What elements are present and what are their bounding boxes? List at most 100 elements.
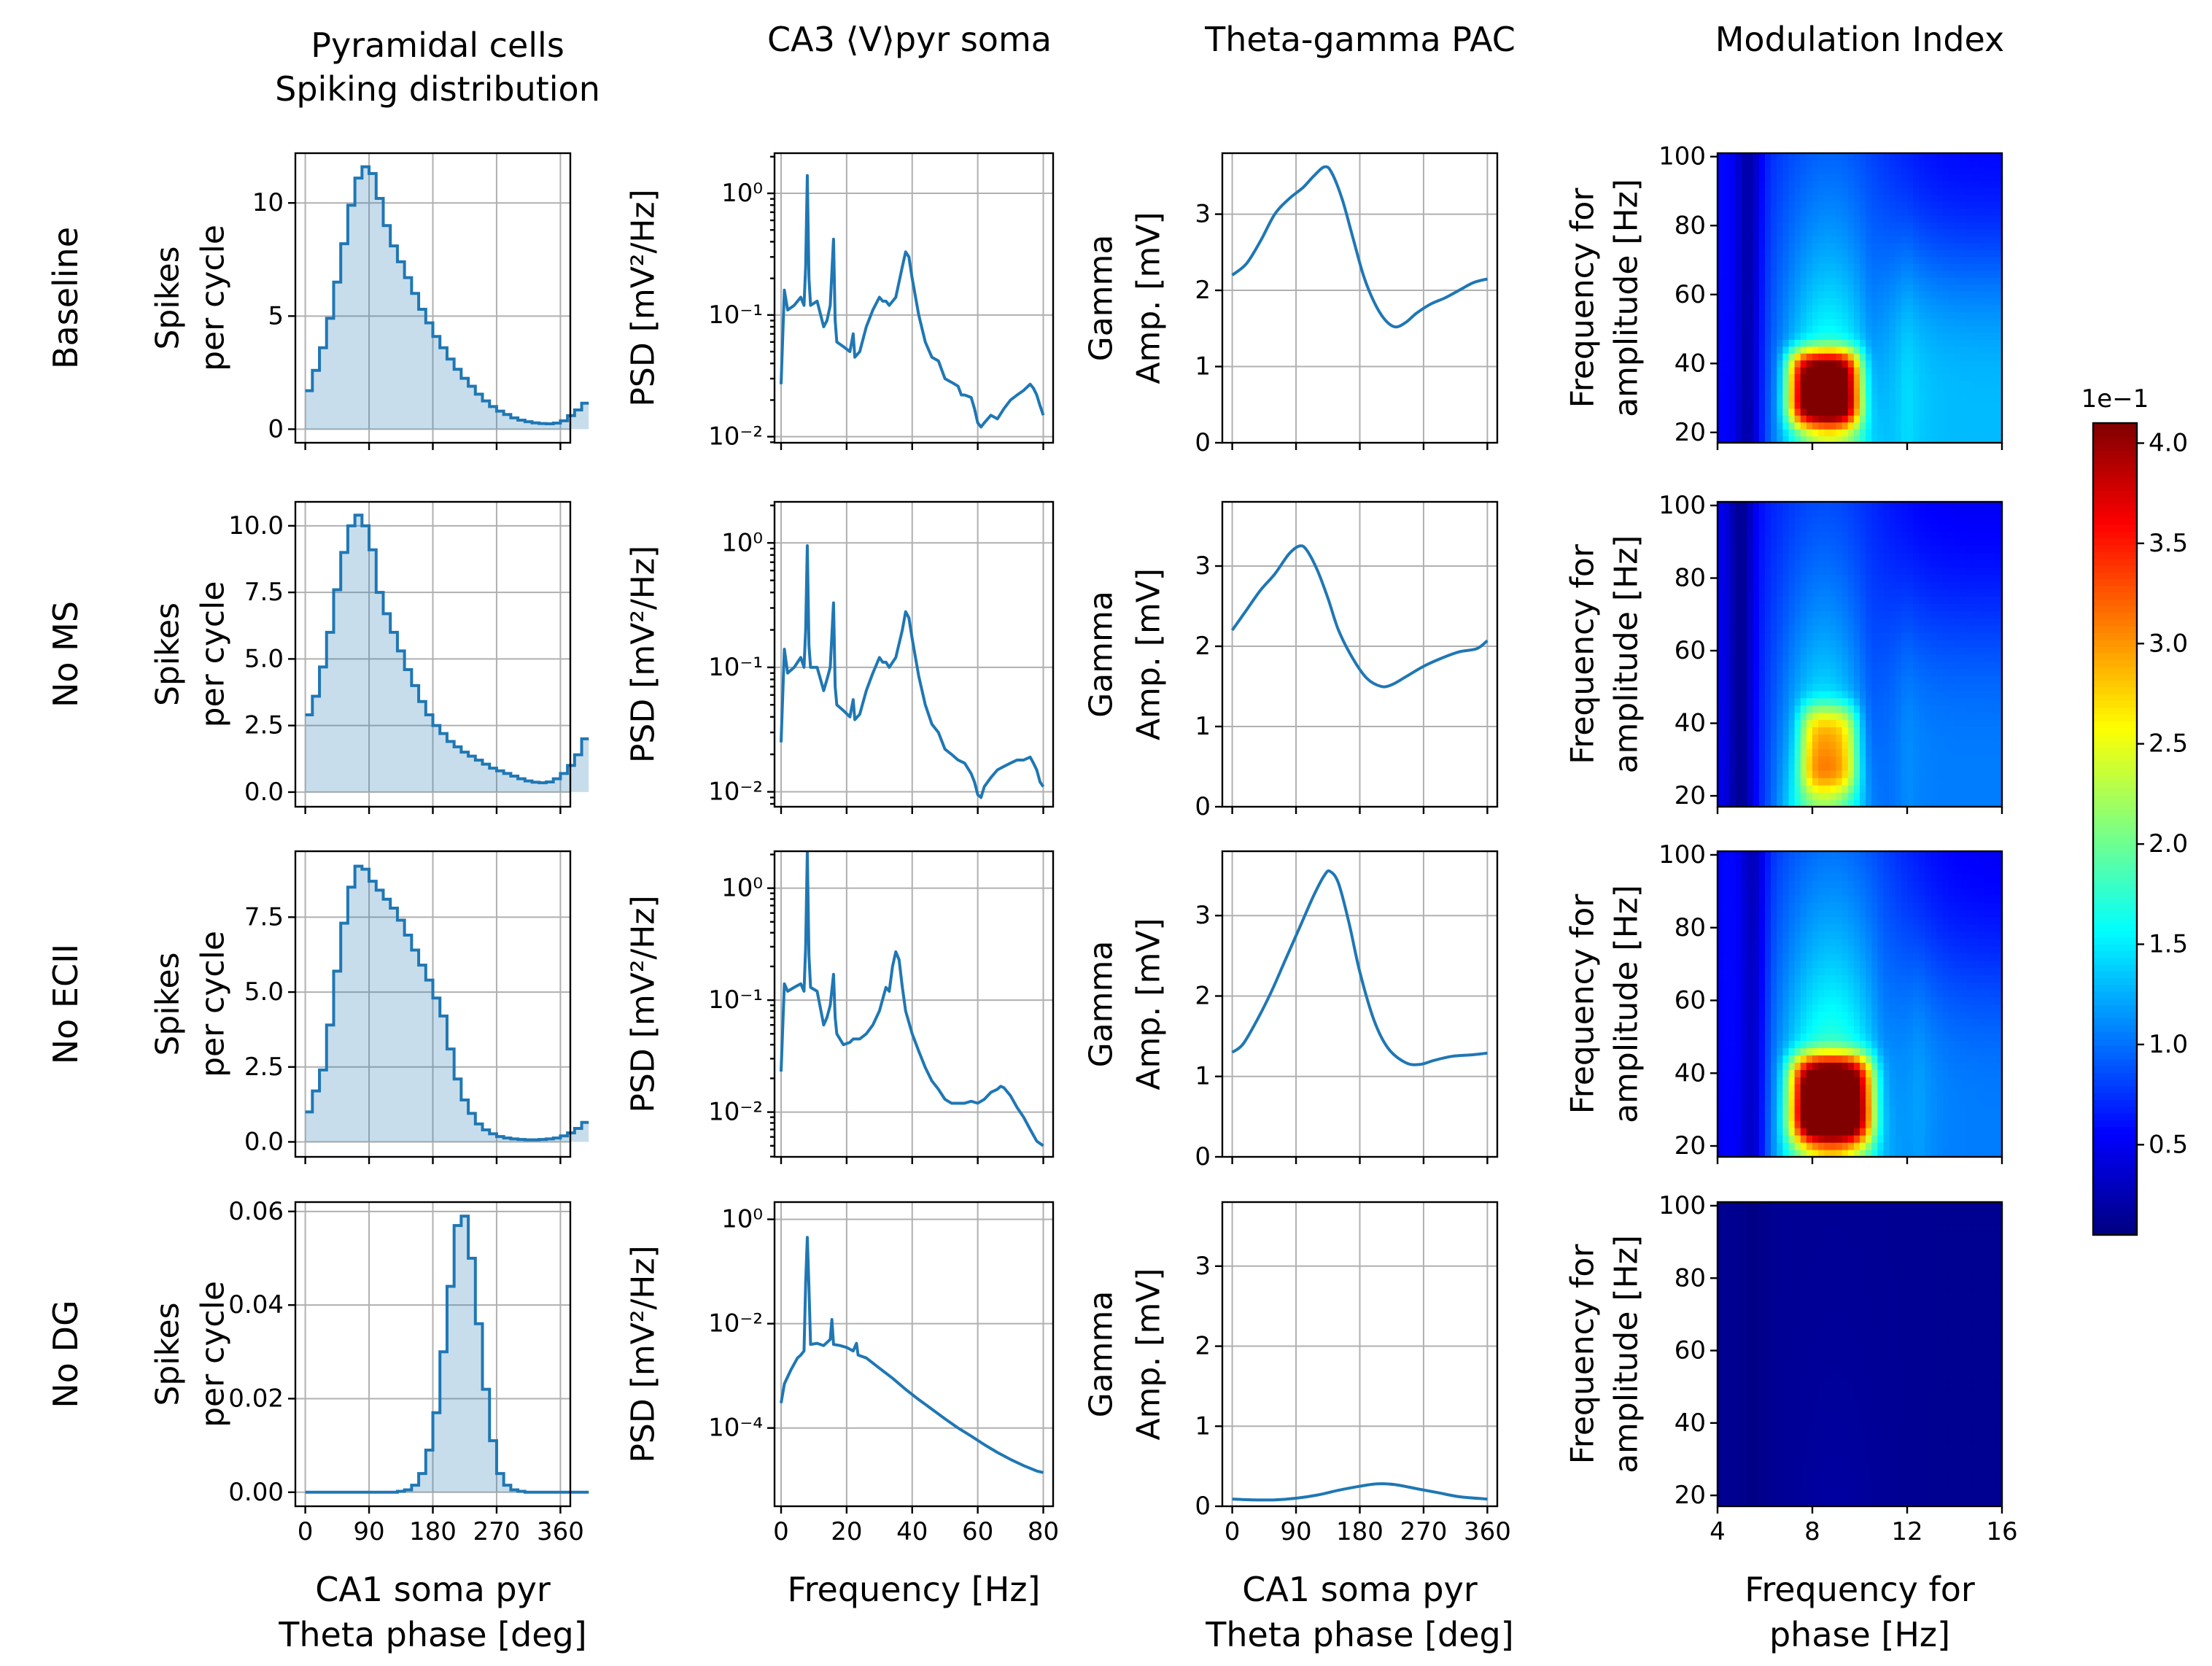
heatmap-cell — [1972, 325, 1979, 333]
heatmap-cell — [1824, 581, 1831, 590]
heatmap-cell — [1978, 284, 1985, 292]
heatmap-cell — [1936, 435, 1944, 443]
heatmap-cell — [1718, 675, 1724, 684]
heatmap-cell — [1788, 298, 1796, 306]
heatmap-cell — [1782, 236, 1790, 244]
heatmap-cell — [1788, 311, 1796, 319]
heatmap-cell — [1978, 690, 1985, 699]
heatmap-cell — [1794, 596, 1801, 604]
heatmap-cell — [1842, 778, 1849, 786]
row-label: No MS — [46, 601, 85, 708]
heatmap-cell — [1771, 792, 1777, 800]
heatmap-cell — [1771, 1033, 1777, 1041]
heatmap-cell — [1735, 339, 1742, 347]
heatmap-cell — [1818, 567, 1825, 576]
heatmap-cell — [1930, 332, 1938, 340]
heatmap-cell — [1729, 975, 1736, 983]
heatmap-cell — [1718, 778, 1724, 786]
heatmap-cell — [1972, 567, 1979, 576]
heatmap-cell — [1741, 360, 1748, 368]
heatmap-cell — [1936, 690, 1944, 699]
heatmap-cell — [1818, 589, 1825, 597]
heatmap-cell — [1753, 1062, 1760, 1070]
heatmap-cell — [1955, 380, 1961, 388]
heatmap-cell — [1995, 785, 2003, 793]
heatmap-cell — [1788, 1077, 1796, 1085]
heatmap-cell — [1782, 989, 1790, 998]
heatmap-cell — [1925, 625, 1932, 633]
heatmap-cell — [1723, 982, 1730, 991]
heatmap-cell — [1860, 727, 1866, 735]
y-tick-label: 60 — [1674, 280, 1706, 309]
heatmap-cell — [1842, 422, 1849, 430]
heatmap-cell — [1741, 325, 1748, 333]
heatmap-cell — [1729, 668, 1736, 677]
heatmap-cell — [1853, 387, 1860, 395]
heatmap-cell — [1942, 222, 1949, 230]
heatmap-cell — [1901, 318, 1908, 326]
heatmap-cell — [1936, 538, 1944, 546]
heatmap-cell — [1995, 559, 2003, 568]
heatmap-cell — [1765, 346, 1771, 354]
heatmap-cell — [1955, 256, 1961, 264]
heatmap-cell — [1842, 174, 1849, 182]
heatmap-cell — [1972, 387, 1979, 395]
heatmap-cell — [1777, 353, 1783, 361]
heatmap-cell — [1747, 160, 1754, 168]
heatmap-cell — [1913, 394, 1920, 402]
heatmap-cell — [1824, 291, 1831, 299]
heatmap-cell — [1972, 502, 1979, 510]
heatmap-cell — [1907, 661, 1914, 670]
heatmap-cell — [1812, 748, 1819, 756]
heatmap-cell — [1806, 373, 1813, 381]
heatmap-cell — [1966, 429, 1973, 437]
heatmap-cell — [1729, 727, 1736, 735]
heatmap-cell — [1866, 502, 1872, 510]
heatmap-cell — [1735, 996, 1742, 1005]
heatmap-cell — [1942, 545, 1949, 554]
heatmap-cell — [1735, 1120, 1742, 1128]
heatmap-cell — [1765, 1084, 1771, 1092]
heatmap-cell — [1824, 697, 1831, 706]
heatmap-cell — [1723, 1106, 1730, 1114]
heatmap-cell — [1794, 415, 1801, 423]
heatmap-cell — [1925, 734, 1932, 743]
heatmap-cell — [1972, 160, 1979, 168]
heatmap-cell — [1800, 160, 1807, 168]
heatmap-cell — [1936, 242, 1944, 250]
heatmap-cell — [1747, 785, 1754, 793]
heatmap-cell — [1913, 304, 1920, 313]
heatmap-cell — [1830, 756, 1837, 764]
heatmap-cell — [1723, 618, 1730, 626]
heatmap-cell — [1718, 618, 1724, 626]
heatmap-cell — [1788, 697, 1796, 706]
y-axis-label: amplitude [Hz] — [1608, 179, 1645, 417]
heatmap-cell — [1765, 654, 1771, 662]
heatmap-cell — [1747, 353, 1754, 361]
heatmap-cell — [1889, 502, 1896, 510]
heatmap-cell — [1806, 194, 1813, 202]
heatmap-cell — [1984, 277, 1991, 285]
heatmap-cell — [1758, 909, 1766, 918]
heatmap-cell — [1806, 625, 1813, 633]
heatmap-cell — [1812, 367, 1819, 375]
heatmap-cell — [1771, 1135, 1777, 1143]
heatmap-cell — [1842, 611, 1849, 619]
heatmap-cell — [1895, 415, 1902, 423]
heatmap-cell — [1824, 683, 1831, 691]
heatmap-cell — [1972, 538, 1979, 546]
heatmap-cell — [1747, 1077, 1754, 1085]
heatmap-cell — [1765, 422, 1771, 430]
heatmap-cell — [1741, 311, 1748, 319]
heatmap-cell — [1936, 799, 1944, 807]
heatmap-cell — [1747, 523, 1754, 532]
heatmap-cell — [1895, 502, 1902, 510]
heatmap-cell — [1735, 632, 1742, 640]
heatmap-cell — [1913, 208, 1920, 216]
heatmap-cell — [1735, 373, 1742, 381]
heatmap-cell — [1800, 270, 1807, 278]
heatmap-cell — [1919, 394, 1925, 402]
heatmap-cell — [1788, 401, 1796, 409]
heatmap-cell — [1907, 741, 1914, 749]
heatmap-cell — [1830, 387, 1837, 395]
